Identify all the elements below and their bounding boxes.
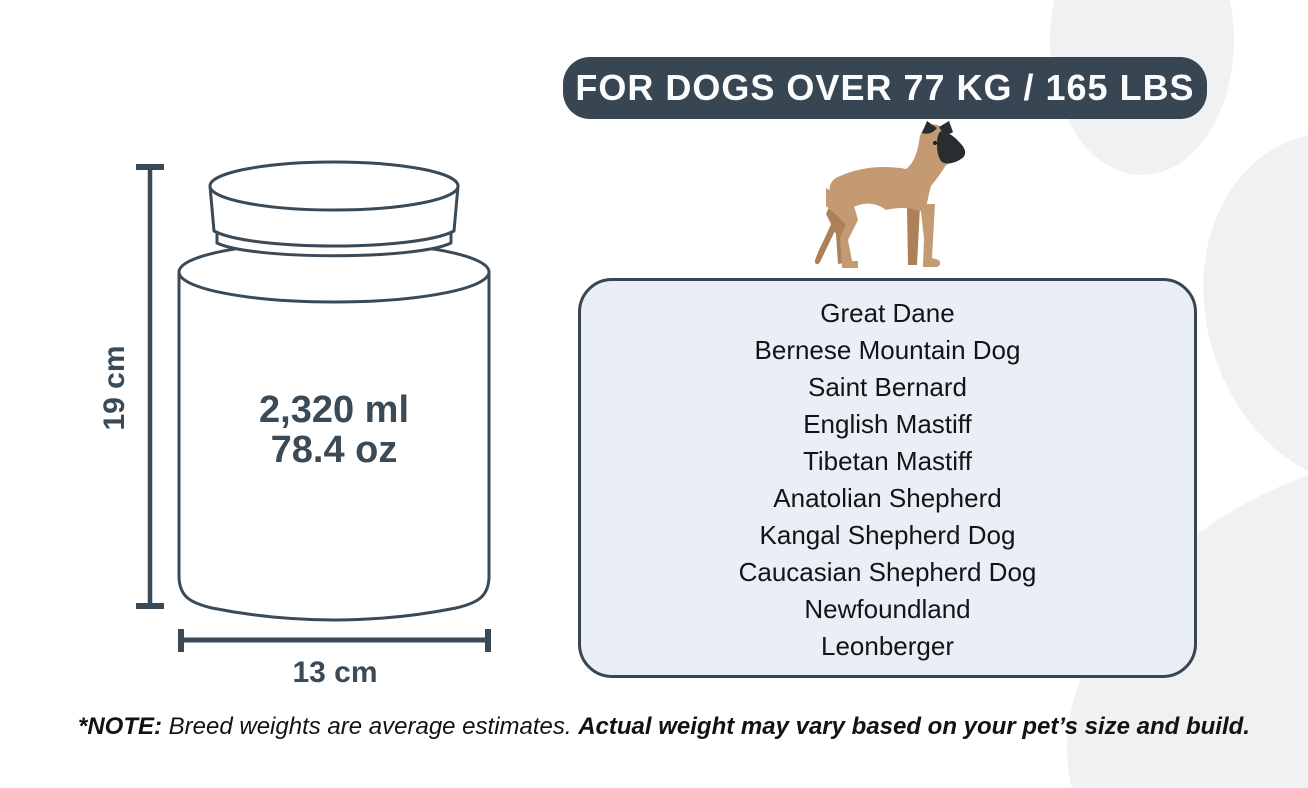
note-text-regular: Breed weights are average estimates. [162, 713, 579, 740]
breed-list-item: Tibetan Mastiff [802, 446, 973, 476]
note: *NOTE: Breed weights are average estimat… [78, 710, 1250, 744]
volume-oz-label: 78.4 oz [271, 429, 398, 471]
height-label: 19 cm [98, 345, 131, 430]
breed-list-item: Great Dane [820, 298, 955, 328]
breed-list-item: English Mastiff [803, 409, 972, 439]
breed-list-item: Anatolian Shepherd [773, 483, 1002, 513]
breed-list-item: Caucasian Shepherd Dog [738, 557, 1037, 587]
great-dane-icon [814, 121, 966, 268]
container-illustration [177, 160, 491, 622]
breed-list-item: Bernese Mountain Dog [754, 335, 1021, 365]
height-dimension-line [136, 164, 164, 609]
header-badge: FOR DOGS OVER 77 KG / 165 LBS [563, 57, 1207, 119]
note-text-bold: Actual weight may vary based on your pet… [578, 713, 1250, 740]
breed-list-item: Saint Bernard [808, 372, 967, 402]
container-body [177, 270, 491, 622]
breed-list-item: Kangal Shepherd Dog [759, 520, 1016, 550]
note-label: *NOTE: [78, 713, 162, 740]
width-label: 13 cm [292, 656, 377, 689]
volume-ml-label: 2,320 ml [259, 389, 409, 431]
breed-panel: Great Dane Bernese Mountain Dog Saint Bern… [578, 278, 1197, 678]
container-lid-top [208, 160, 460, 212]
header-title: FOR DOGS OVER 77 KG / 165 LBS [575, 67, 1195, 108]
breed-list-item: Newfoundland [804, 594, 971, 624]
width-dimension-line [178, 629, 491, 652]
breed-list: Great Dane Bernese Mountain Dog Saint Bern… [739, 295, 1037, 665]
breed-list-item: Leonberger [820, 631, 954, 661]
